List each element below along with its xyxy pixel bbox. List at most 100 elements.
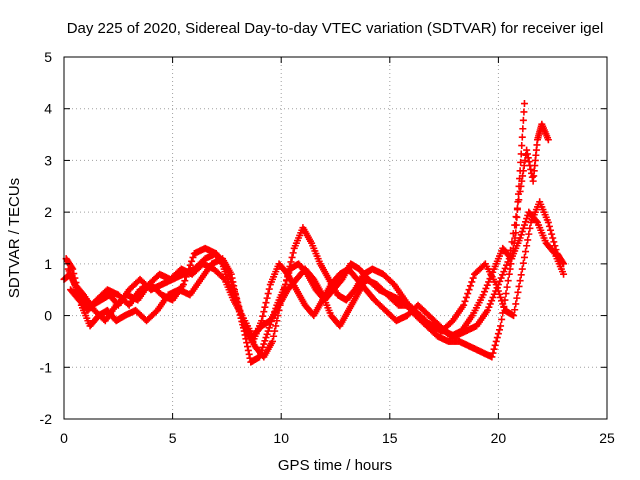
data-point <box>504 277 512 285</box>
data-point <box>263 330 271 338</box>
x-tick-label: 10 <box>273 430 289 446</box>
data-series-satellite-track-A <box>60 120 552 361</box>
data-point <box>236 306 244 314</box>
data-point <box>513 206 521 214</box>
data-point <box>516 234 524 242</box>
axis-ticks: 0 5 10 15 20 25 -2 -1 0 1 2 3 4 5 <box>40 49 615 446</box>
data-point <box>489 349 497 357</box>
data-point <box>545 222 553 230</box>
y-tick-label: 3 <box>44 152 52 168</box>
data-point <box>488 297 496 305</box>
data-point <box>505 270 513 278</box>
data-point <box>514 198 522 206</box>
data-point <box>544 136 552 144</box>
data-point <box>486 300 494 308</box>
data-point <box>503 283 511 291</box>
data-point <box>489 293 497 301</box>
data-point <box>482 284 490 292</box>
data-point <box>520 221 528 229</box>
data-point <box>527 165 535 173</box>
data-point <box>189 253 197 261</box>
data-point <box>231 288 239 296</box>
data-point <box>515 282 523 290</box>
data-point <box>513 213 521 221</box>
data-point <box>524 154 532 162</box>
data-point <box>499 300 507 308</box>
data-point <box>264 290 272 298</box>
data-point <box>488 353 496 361</box>
data-point <box>497 293 505 301</box>
data-point <box>523 242 531 250</box>
data-point <box>520 100 528 108</box>
data-point <box>287 258 295 266</box>
data-point <box>259 312 267 320</box>
data-point <box>528 173 536 181</box>
data-point <box>234 299 242 307</box>
data-point <box>512 221 520 229</box>
data-point <box>560 270 568 278</box>
data-point <box>223 265 231 273</box>
data-point <box>260 340 268 348</box>
x-axis-label: GPS time / hours <box>278 457 392 474</box>
data-point <box>547 226 555 234</box>
data-point <box>522 248 530 256</box>
data-point <box>182 273 190 281</box>
data-point <box>461 297 469 305</box>
data-point <box>244 346 252 354</box>
data-point <box>500 303 508 311</box>
data-point <box>492 281 500 289</box>
data-point <box>239 318 247 326</box>
data-point <box>517 271 525 279</box>
y-tick-label: 1 <box>44 256 52 272</box>
data-point <box>286 262 294 270</box>
data-point <box>526 224 534 232</box>
data-point <box>551 242 559 250</box>
data-point <box>485 278 493 286</box>
data-point <box>228 281 236 289</box>
data-point <box>181 277 189 285</box>
data-point <box>514 190 522 198</box>
data-point <box>495 326 503 334</box>
data-markers <box>60 100 568 366</box>
data-point <box>514 288 522 296</box>
data-point <box>497 322 505 330</box>
y-tick-label: 2 <box>44 204 52 220</box>
data-point <box>466 282 474 290</box>
data-point <box>229 284 237 292</box>
data-point <box>516 277 524 285</box>
data-point <box>520 253 528 261</box>
data-point <box>513 294 521 302</box>
data-point <box>243 339 251 347</box>
data-point <box>263 294 271 302</box>
data-point <box>258 317 266 325</box>
data-point <box>544 218 552 226</box>
plot-frame <box>63 56 608 420</box>
data-point <box>179 281 187 289</box>
x-tick-label: 15 <box>382 430 398 446</box>
data-point <box>498 297 506 305</box>
data-series-satellite-track-B <box>62 100 528 366</box>
data-point <box>516 167 524 175</box>
data-point <box>261 337 269 345</box>
data-point <box>491 341 499 349</box>
chart-title: Day 225 of 2020, Sidereal Day-to-day VTE… <box>67 20 604 37</box>
data-point <box>548 230 556 238</box>
data-point <box>235 303 243 311</box>
data-point <box>487 271 495 279</box>
data-point <box>532 217 540 225</box>
data-point <box>490 345 498 353</box>
data-point <box>516 175 524 183</box>
data-point <box>506 265 514 273</box>
data-point <box>519 125 527 133</box>
data-point <box>468 278 476 286</box>
data-point <box>520 108 528 116</box>
data-point <box>460 301 468 309</box>
y-axis-label: SDTVAR / TECUs <box>6 178 23 298</box>
y-tick-label: 0 <box>44 308 52 324</box>
data-point <box>227 278 235 286</box>
data-point <box>261 303 269 311</box>
data-point <box>258 346 266 354</box>
data-point <box>517 150 525 158</box>
data-point <box>524 236 532 244</box>
